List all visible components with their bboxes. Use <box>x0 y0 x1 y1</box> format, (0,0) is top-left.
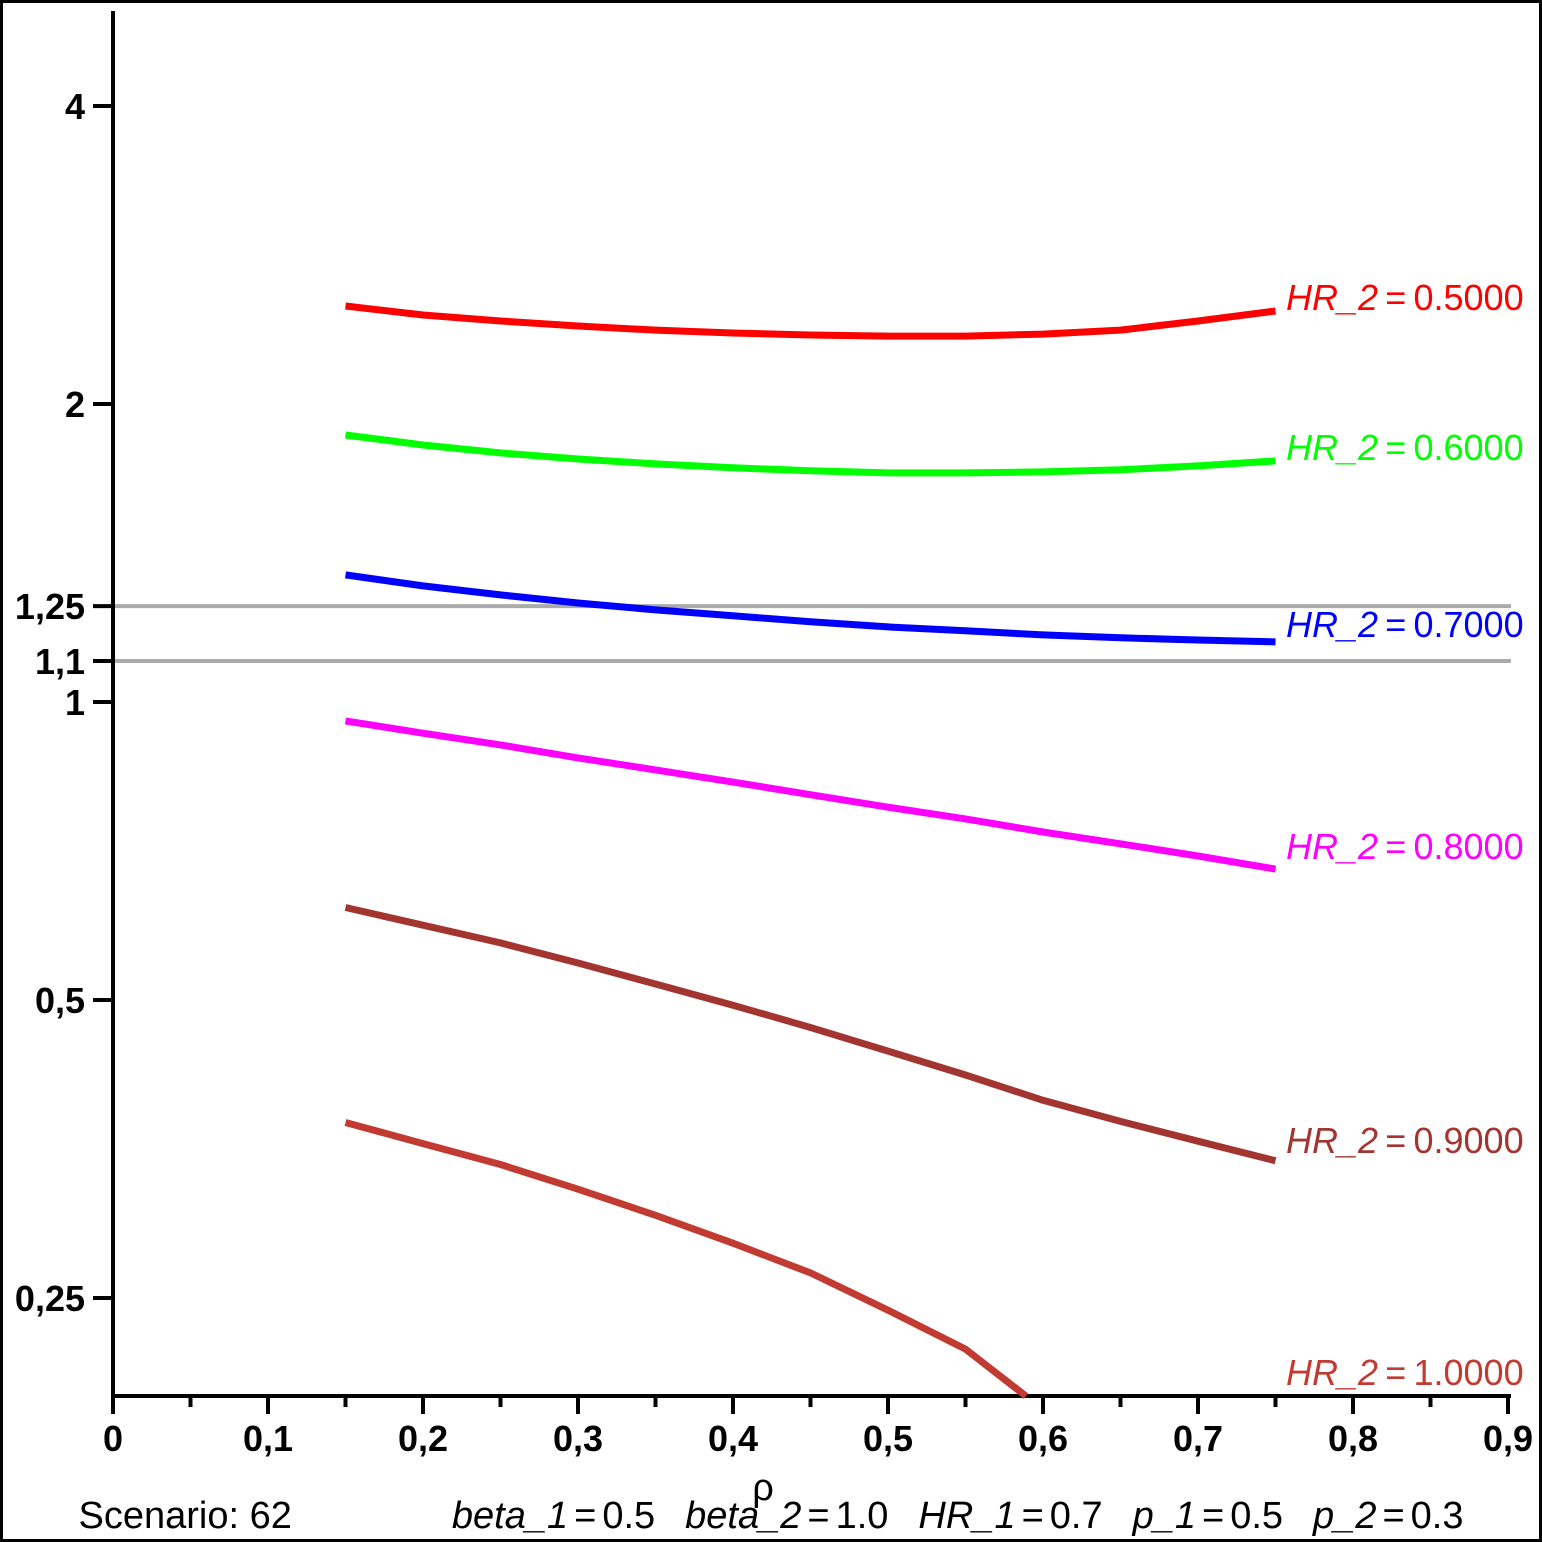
y-tick-label: 0,25 <box>15 1278 85 1319</box>
caption-param-name: HR_1 <box>918 1495 1016 1537</box>
caption-param-p_1: p_1 = 0.5 <box>1133 1495 1283 1537</box>
caption-param-HR_1: HR_1 = 0.7 <box>918 1495 1102 1537</box>
y-tick-label: 4 <box>65 86 85 127</box>
caption-param-equals: = <box>1021 1495 1044 1537</box>
caption-param-value: 0.5 <box>1230 1495 1284 1537</box>
curve-label-value: = 0.9000 <box>1378 1120 1524 1161</box>
curve-HR_2-0.8000 <box>344 717 1277 873</box>
caption-param-beta_1: beta_1 = 0.5 <box>452 1495 655 1537</box>
caption-param-beta_2: beta_2 = 1.0 <box>685 1495 888 1537</box>
curve-label-HR_2-0.9000: HR_2 = 0.9000 <box>1286 1120 1524 1161</box>
curve-label-name: HR_2 <box>1286 1120 1378 1161</box>
curve-label-name: HR_2 <box>1286 277 1378 318</box>
y-tick-label: 1,1 <box>35 641 85 682</box>
curve-label-value: = 1.0000 <box>1378 1352 1524 1393</box>
x-tick-label: 0,5 <box>863 1418 913 1459</box>
caption-scenario: Scenario: 62 <box>78 1495 292 1537</box>
chart-svg: 4 2 1,25 1,11 0,5 0,25 0 0,1 0,2 0,3 0,4 0,5 0,6 0,7 0… <box>15 11 1533 1459</box>
x-tick-label: 0 <box>103 1418 123 1459</box>
caption-param-equals: = <box>1202 1495 1225 1537</box>
x-tick-label: 0,3 <box>553 1418 603 1459</box>
caption-param-value: 0.3 <box>1410 1495 1464 1537</box>
caption-param-name: beta_2 <box>685 1495 802 1537</box>
caption-param-value: 0.7 <box>1049 1495 1103 1537</box>
curve-label-HR_2-1.0000: HR_2 = 1.0000 <box>1286 1352 1524 1393</box>
curve-label-value: = 0.6000 <box>1378 427 1524 468</box>
x-tick-label: 0,7 <box>1173 1418 1223 1459</box>
curve-label-HR_2-0.7000: HR_2 = 0.7000 <box>1286 604 1524 645</box>
caption-param-value: 1.0 <box>835 1495 889 1537</box>
x-tick-label: 0,8 <box>1328 1418 1378 1459</box>
x-tick-label: 0,6 <box>1018 1418 1068 1459</box>
y-tick-label: 0,5 <box>35 980 85 1021</box>
x-tick-label: 0,2 <box>398 1418 448 1459</box>
caption-param-equals: = <box>574 1495 597 1537</box>
caption-param-value: 0.5 <box>602 1495 656 1537</box>
curve-HR_2-0.9000 <box>344 904 1277 1165</box>
curve-label-HR_2-0.8000: HR_2 = 0.8000 <box>1286 826 1524 867</box>
caption-param-equals: = <box>1382 1495 1405 1537</box>
y-tick-label: 2 <box>65 384 85 425</box>
curve-label-HR_2-0.6000: HR_2 = 0.6000 <box>1286 427 1524 468</box>
curve-label-HR_2-0.5000: HR_2 = 0.5000 <box>1286 277 1524 318</box>
x-axis-label: ρ <box>752 1467 774 1509</box>
curve-label-value: = 0.8000 <box>1378 826 1524 867</box>
curve-label-name: HR_2 <box>1286 826 1378 867</box>
x-tick-label: 0,4 <box>708 1418 758 1459</box>
curve-HR_2-0.7000 <box>345 571 1276 646</box>
caption-param-name: p_1 <box>1132 1495 1197 1537</box>
caption-param-name: p_2 <box>1313 1495 1377 1537</box>
curve-label-value: = 0.5000 <box>1378 277 1524 318</box>
caption-params: beta_1 = 0.5 beta_2 = 1.0 HR_1 = 0.7 p_1 = 0.5 p_2 = 0… <box>422 1495 1464 1538</box>
x-tick-label: 0,9 <box>1483 1418 1533 1459</box>
curve-HR_2-0.6000 <box>345 431 1276 477</box>
caption-param-name: beta_1 <box>451 1495 569 1537</box>
curve-label-name: HR_2 <box>1286 427 1378 468</box>
caption-param-equals: = <box>807 1495 830 1537</box>
curve-HR_2-1.0000 <box>344 1119 1029 1399</box>
curve-label-name: HR_2 <box>1286 604 1378 645</box>
curve-label-value: = 0.7000 <box>1378 604 1524 645</box>
x-tick-label: 0,1 <box>243 1418 293 1459</box>
caption-param-p_2: p_2 = 0.3 <box>1313 1495 1463 1537</box>
y-tick-label: 1,25 <box>15 586 85 627</box>
curve-label-name: HR_2 <box>1286 1352 1378 1393</box>
curve-HR_2-0.5000 <box>345 302 1276 340</box>
caption: Scenario: 62 beta_1 = 0.5 beta_2 = 1.0 HR_1 = 0.… <box>63 1495 1479 1538</box>
y-tick-label: 1 <box>65 682 85 723</box>
